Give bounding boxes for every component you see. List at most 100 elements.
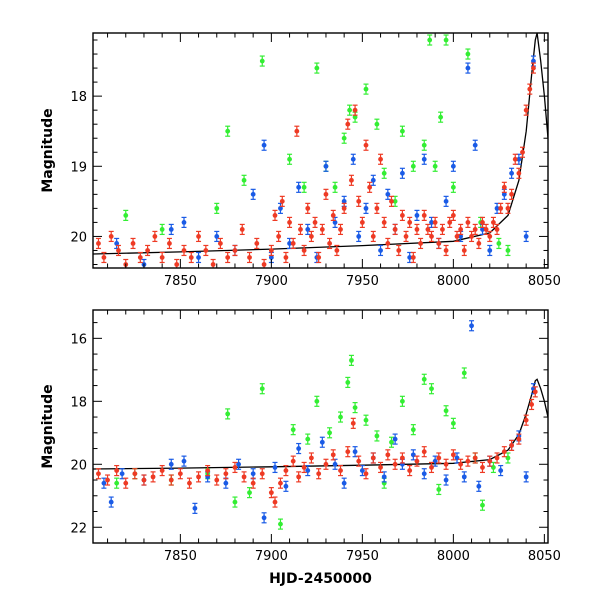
data-point — [261, 142, 267, 148]
data-point — [276, 234, 282, 239]
data-point — [341, 135, 347, 141]
data-point — [465, 220, 471, 225]
data-point — [316, 255, 322, 260]
data-point — [370, 234, 376, 239]
data-point — [305, 468, 311, 473]
data-point — [188, 255, 194, 260]
data-point — [450, 163, 456, 169]
data-point — [421, 376, 427, 382]
data-point — [440, 227, 445, 232]
data-point — [494, 205, 500, 211]
data-point — [259, 58, 265, 64]
data-point — [319, 439, 325, 445]
data-point — [494, 455, 500, 461]
y-tick-label: 20 — [70, 230, 87, 245]
data-point — [465, 458, 471, 464]
data-point — [427, 37, 433, 43]
data-point — [301, 248, 307, 253]
data-point — [356, 234, 362, 239]
data-point — [531, 58, 536, 64]
x-tick-label: 8000 — [437, 274, 470, 289]
data-point — [247, 490, 252, 496]
x-tick-label: 7850 — [164, 274, 197, 289]
data-point — [181, 458, 187, 464]
data-point — [400, 128, 405, 134]
data-point — [505, 248, 511, 253]
data-point — [487, 234, 493, 239]
data-point — [278, 521, 283, 527]
data-point — [352, 114, 358, 120]
data-point — [472, 227, 478, 232]
data-point — [101, 255, 107, 260]
data-point — [378, 248, 383, 253]
data-point — [239, 227, 245, 232]
data-point — [450, 452, 456, 458]
data-point — [114, 241, 120, 246]
data-point — [458, 461, 464, 467]
x-tick-label: 7850 — [164, 549, 197, 564]
data-point — [287, 220, 292, 225]
data-point — [432, 220, 438, 225]
data-point — [283, 255, 289, 260]
x-tick-label: 7950 — [346, 274, 379, 289]
data-point — [223, 480, 229, 486]
data-point — [352, 405, 358, 411]
series-green — [123, 34, 511, 257]
data-point — [181, 248, 187, 253]
data-point — [414, 458, 420, 464]
data-point — [309, 455, 314, 461]
ticks — [93, 310, 548, 544]
data-point — [465, 51, 471, 57]
data-point — [483, 227, 489, 232]
data-point — [338, 227, 343, 232]
data-point — [225, 255, 231, 260]
data-point — [501, 449, 507, 455]
data-point — [349, 357, 354, 363]
data-point — [305, 205, 311, 211]
data-point — [509, 442, 514, 448]
data-point — [203, 248, 209, 253]
data-point — [290, 458, 296, 464]
data-point — [108, 499, 114, 505]
data-point — [496, 241, 502, 246]
model-curve — [93, 378, 548, 470]
data-point — [168, 477, 174, 483]
data-point — [385, 241, 391, 246]
data-point — [196, 234, 201, 239]
data-point — [374, 205, 380, 211]
data-point — [347, 107, 353, 113]
data-point — [378, 156, 383, 162]
data-point — [421, 212, 427, 218]
series-blue — [101, 320, 536, 524]
data-point — [210, 262, 216, 267]
data-point — [312, 220, 318, 225]
data-point — [283, 468, 289, 473]
data-point — [414, 212, 420, 218]
data-point — [523, 234, 529, 239]
data-point — [316, 471, 322, 477]
data-point — [314, 65, 320, 71]
x-tick-label: 7900 — [255, 274, 288, 289]
data-point — [447, 220, 453, 225]
data-point — [247, 255, 252, 260]
data-point — [309, 234, 314, 239]
data-point — [381, 474, 387, 480]
data-point — [389, 198, 394, 204]
data-point — [385, 191, 391, 197]
data-point — [338, 414, 343, 420]
data-point — [480, 502, 485, 508]
data-point — [341, 198, 347, 204]
data-point — [374, 121, 380, 127]
x-tick-label: 8050 — [528, 549, 561, 564]
data-point — [443, 198, 449, 204]
data-point — [130, 241, 136, 246]
data-point — [480, 227, 485, 232]
data-point — [529, 402, 535, 407]
data-point — [181, 220, 187, 225]
data-point — [363, 417, 369, 423]
data-point — [429, 234, 434, 239]
data-point — [523, 417, 529, 423]
y-tick-label: 22 — [70, 521, 87, 536]
data-point — [287, 241, 292, 246]
data-point — [472, 142, 478, 148]
